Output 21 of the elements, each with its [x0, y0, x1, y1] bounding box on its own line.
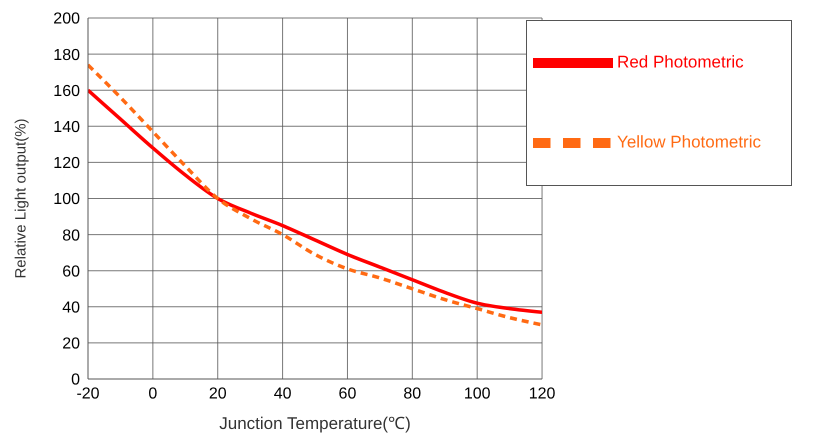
y-tick-label: 20 — [62, 336, 80, 353]
y-tick-label: 200 — [53, 10, 80, 28]
x-tick-label: 0 — [148, 385, 158, 402]
y-tick-label: 160 — [53, 82, 80, 100]
y-tick-label: 80 — [62, 227, 80, 244]
x-axis-title: Junction Temperature(℃) — [219, 414, 411, 434]
x-tick-label: 40 — [274, 385, 292, 402]
x-tick-label: 60 — [338, 385, 356, 402]
y-tick-label: 120 — [53, 155, 80, 172]
legend-label: Red Photometric — [617, 52, 744, 72]
legend-label: Yellow Photometric — [617, 132, 761, 152]
y-tick-label: 100 — [53, 191, 80, 208]
y-axis-title: Relative Light output(%) — [12, 118, 30, 279]
y-tick-label: 180 — [53, 46, 80, 64]
x-tick-label: 120 — [528, 385, 556, 402]
y-tick-label: 140 — [53, 118, 80, 136]
y-tick-label: 40 — [62, 299, 80, 316]
y-tick-label: 60 — [62, 263, 80, 280]
x-tick-label: 20 — [208, 385, 227, 402]
x-tick-label: 80 — [403, 385, 422, 402]
x-tick-label: 100 — [464, 385, 491, 402]
